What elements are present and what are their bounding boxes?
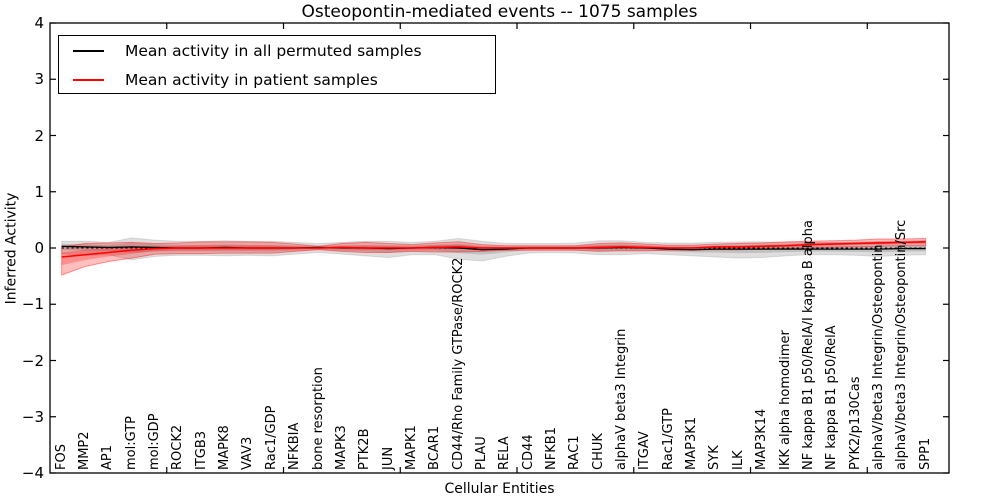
x-tick-label: SPP1 [917, 437, 933, 470]
y-tick-label: −3 [21, 407, 44, 426]
x-tick-label: PLAU [473, 436, 489, 470]
chart-title: Osteopontin-mediated events -- 1075 samp… [301, 2, 698, 22]
legend-label-patient: Mean activity in patient samples [125, 71, 378, 89]
x-tick-label: MAPK3 [333, 425, 349, 470]
x-tick-label: Rac1/GTP [660, 408, 676, 470]
legend-line-patient-icon [73, 79, 104, 81]
y-tick-label: −2 [21, 351, 44, 370]
patient-mean-line [61, 241, 926, 258]
y-tick-label: −4 [21, 464, 44, 482]
x-tick-label: MAP3K1 [684, 416, 700, 470]
legend-label-permuted: Mean activity in all permuted samples [125, 42, 422, 60]
x-tick-label: mol:GDP [147, 413, 163, 470]
x-tick-label: CD44/Rho Family GTPase/ROCK2 [450, 257, 466, 470]
x-tick-label: alphaV beta3 Integrin [614, 328, 630, 470]
x-tick-label: MMP2 [77, 431, 93, 470]
x-tick-label: BCAR1 [427, 426, 443, 470]
x-tick-label: NFKBIA [287, 422, 303, 470]
x-tick-label: FOS [53, 444, 69, 470]
x-tick-label: ITGB3 [193, 430, 209, 470]
x-tick-label: PTK2B [357, 428, 373, 471]
x-tick-label: ROCK2 [170, 424, 186, 470]
x-tick-label: NFKB1 [544, 427, 560, 470]
x-tick-label: ITGAV [637, 431, 653, 470]
x-tick-label: CHUK [590, 433, 606, 470]
x-tick-label: AP1 [100, 444, 116, 470]
x-tick-label: Rac1/GDP [263, 405, 279, 470]
x-tick-label: mol:GTP [123, 416, 139, 470]
x-tick-label: VAV3 [240, 436, 256, 470]
y-tick-label: 1 [34, 182, 44, 201]
x-tick-label: MAPK8 [217, 425, 233, 470]
x-tick-label: MAPK1 [403, 425, 419, 470]
legend-entry-permuted: Mean activity in all permuted samples [59, 37, 495, 65]
x-tick-label: NF kappa B1 p50/RelA/I kappa B alpha [800, 220, 816, 470]
x-tick-label: alphaV/beta3 Integrin/Osteopontin/Src [894, 219, 910, 470]
x-tick-label: CD44 [520, 434, 536, 470]
x-tick-label: JUN [380, 446, 396, 470]
x-tick-label: MAP3K14 [754, 408, 770, 470]
x-tick-label: RELA [497, 436, 513, 470]
y-tick-label: 2 [34, 126, 44, 145]
x-tick-label: IKK alpha homodimer [777, 330, 793, 470]
x-tick-label: PYK2/p130Cas [847, 376, 863, 470]
x-tick-label: ILK [730, 450, 746, 470]
y-tick-label: −1 [21, 295, 44, 314]
y-tick-label: 0 [34, 239, 44, 257]
x-tick-label: bone resorption [310, 367, 326, 470]
legend-line-permuted-icon [73, 50, 104, 52]
y-tick-label: 3 [34, 70, 44, 89]
x-axis-label: Cellular Entities [444, 481, 555, 497]
x-tick-label: NF kappa B1 p50/RelA [824, 325, 840, 470]
x-tick-label: RAC1 [567, 435, 583, 470]
legend: Mean activity in all permuted samples Me… [58, 35, 496, 94]
legend-entry-patient: Mean activity in patient samples [59, 66, 495, 94]
x-tick-label: SYK [707, 445, 723, 470]
y-tick-label: 4 [34, 14, 44, 32]
x-tick-label: alphaV/beta3 Integrin/Osteopontin [870, 244, 886, 470]
